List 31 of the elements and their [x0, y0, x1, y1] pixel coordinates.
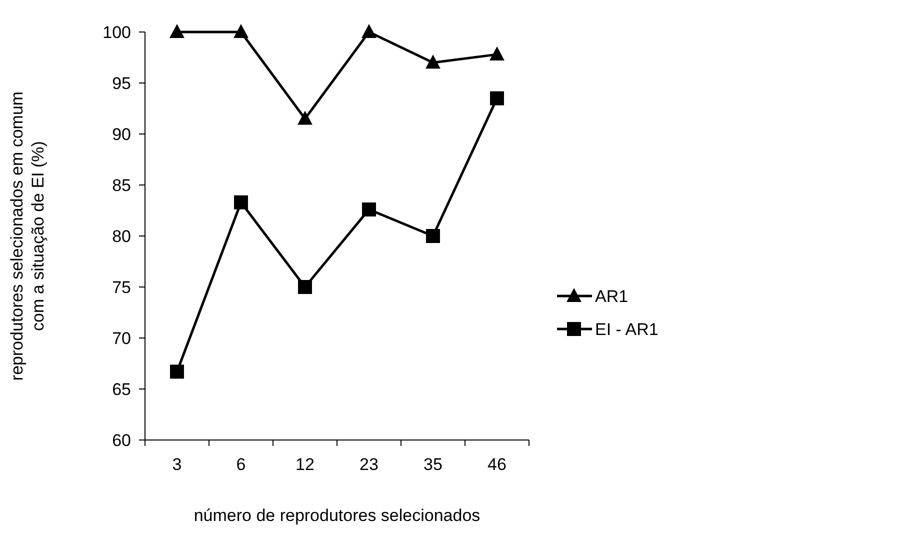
- y-axis-title: reprodutores selecionados em comum com a situação de EI (%): [8, 91, 48, 381]
- y-tick-label: 90: [112, 124, 131, 144]
- x-tick-label: 6: [236, 455, 246, 474]
- point: [170, 364, 184, 379]
- point: [298, 280, 312, 294]
- y-tick-label: 80: [112, 226, 131, 246]
- x-tick-label: 35: [424, 455, 442, 474]
- y-tick-label: 85: [112, 176, 131, 195]
- point: [426, 229, 440, 243]
- point: [170, 24, 184, 38]
- point: [490, 46, 504, 60]
- point: [362, 24, 376, 38]
- y-tick-label: 75: [112, 278, 131, 297]
- y-tick-label: 60: [112, 430, 131, 450]
- y-tick-label: 70: [112, 328, 131, 348]
- legend-label: AR1: [595, 286, 628, 306]
- y-tick-label: 95: [112, 74, 131, 93]
- point: [426, 54, 440, 69]
- point: [490, 91, 504, 106]
- y-tick-label: 100: [102, 22, 131, 42]
- x-axis-title: número de reprodutores selecionados: [194, 506, 480, 525]
- x-tick-label: 23: [360, 455, 378, 474]
- point: [298, 110, 312, 125]
- point: [234, 195, 248, 210]
- point: [234, 24, 248, 38]
- x-tick-label: 46: [488, 455, 506, 474]
- legend-label: EI - AR1: [595, 320, 658, 339]
- x-tick-label: 3: [172, 455, 182, 474]
- x-tick-label: 12: [296, 455, 314, 474]
- y-tick-label: 65: [112, 380, 131, 399]
- point: [362, 202, 376, 216]
